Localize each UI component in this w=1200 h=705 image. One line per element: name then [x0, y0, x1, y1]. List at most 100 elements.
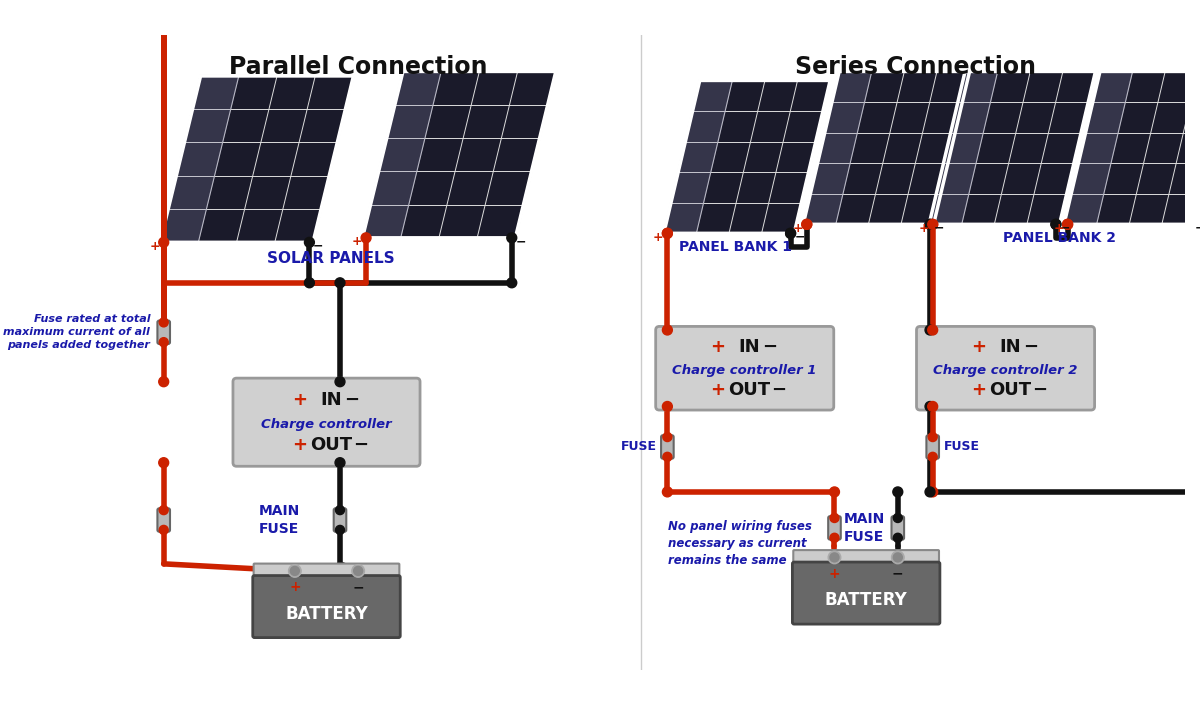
- Text: IN: IN: [738, 338, 760, 356]
- Polygon shape: [803, 71, 970, 224]
- Text: +: +: [292, 436, 307, 454]
- Circle shape: [160, 525, 168, 534]
- Circle shape: [893, 533, 902, 542]
- Text: +: +: [292, 391, 307, 408]
- FancyBboxPatch shape: [793, 550, 938, 568]
- Circle shape: [928, 325, 937, 335]
- Circle shape: [925, 219, 935, 229]
- Polygon shape: [929, 71, 1096, 224]
- Circle shape: [786, 228, 796, 238]
- Circle shape: [1186, 402, 1195, 412]
- Text: IN: IN: [320, 391, 342, 408]
- Text: −: −: [353, 436, 368, 454]
- Circle shape: [662, 325, 672, 335]
- FancyBboxPatch shape: [233, 378, 420, 466]
- Text: −: −: [313, 240, 324, 252]
- Circle shape: [290, 566, 299, 575]
- Circle shape: [830, 533, 839, 542]
- Circle shape: [893, 487, 902, 497]
- Circle shape: [1063, 219, 1073, 229]
- Circle shape: [354, 566, 362, 575]
- Text: +: +: [710, 381, 725, 398]
- Text: −: −: [1024, 338, 1038, 356]
- Text: OUT: OUT: [989, 381, 1031, 398]
- Text: FUSE: FUSE: [620, 441, 656, 453]
- FancyBboxPatch shape: [917, 326, 1094, 410]
- Text: Fuse rated at total
maximum current of all
panels added together: Fuse rated at total maximum current of a…: [4, 314, 150, 350]
- Text: Charge controller 1: Charge controller 1: [672, 364, 817, 376]
- Text: FUSE: FUSE: [943, 441, 979, 453]
- Circle shape: [305, 278, 314, 288]
- Circle shape: [925, 487, 935, 497]
- Circle shape: [925, 219, 935, 229]
- Text: +: +: [289, 580, 301, 594]
- Circle shape: [830, 553, 839, 562]
- Text: Parallel Connection: Parallel Connection: [229, 55, 487, 79]
- Polygon shape: [160, 76, 354, 243]
- Circle shape: [1186, 325, 1195, 335]
- FancyBboxPatch shape: [828, 516, 841, 539]
- Circle shape: [662, 487, 672, 497]
- Circle shape: [928, 219, 937, 229]
- Circle shape: [158, 238, 169, 247]
- Text: +: +: [918, 221, 929, 235]
- Circle shape: [662, 228, 672, 238]
- FancyBboxPatch shape: [892, 516, 904, 539]
- Circle shape: [1063, 219, 1073, 229]
- Polygon shape: [1064, 71, 1133, 224]
- FancyBboxPatch shape: [792, 562, 940, 624]
- Circle shape: [662, 402, 672, 412]
- Circle shape: [1051, 219, 1061, 229]
- Text: +: +: [971, 381, 986, 398]
- Circle shape: [160, 338, 168, 347]
- Circle shape: [158, 458, 169, 467]
- Circle shape: [802, 219, 811, 229]
- Circle shape: [335, 278, 344, 288]
- Text: −: −: [934, 221, 944, 235]
- Circle shape: [925, 402, 935, 412]
- Circle shape: [1186, 487, 1195, 497]
- Circle shape: [662, 228, 672, 238]
- Circle shape: [335, 376, 344, 386]
- Text: −: −: [353, 580, 364, 594]
- FancyBboxPatch shape: [253, 563, 400, 582]
- Circle shape: [662, 453, 672, 461]
- Text: MAIN
FUSE: MAIN FUSE: [844, 513, 884, 544]
- Text: −: −: [1032, 381, 1048, 398]
- Circle shape: [1051, 219, 1061, 229]
- Text: −: −: [344, 391, 359, 408]
- Text: Charge controller: Charge controller: [262, 417, 392, 431]
- Circle shape: [352, 565, 365, 577]
- Circle shape: [928, 402, 937, 412]
- Text: −: −: [762, 338, 778, 356]
- Circle shape: [160, 505, 168, 515]
- Circle shape: [1186, 219, 1195, 229]
- Circle shape: [925, 325, 935, 335]
- Circle shape: [802, 219, 811, 229]
- Circle shape: [829, 487, 840, 497]
- Polygon shape: [362, 71, 442, 238]
- Circle shape: [305, 238, 314, 247]
- Text: +: +: [829, 567, 840, 581]
- Circle shape: [662, 433, 672, 441]
- Text: PANEL BANK 2: PANEL BANK 2: [1003, 231, 1116, 245]
- Polygon shape: [664, 80, 830, 233]
- Circle shape: [361, 233, 371, 243]
- FancyBboxPatch shape: [157, 321, 170, 344]
- Circle shape: [160, 318, 168, 327]
- Text: IN: IN: [1000, 338, 1021, 356]
- Circle shape: [928, 487, 937, 497]
- Text: +: +: [971, 338, 986, 356]
- Polygon shape: [803, 71, 871, 224]
- Text: −: −: [1060, 221, 1070, 235]
- Text: No panel wiring fuses
necessary as current
remains the same: No panel wiring fuses necessary as curre…: [668, 520, 812, 567]
- Text: BATTERY: BATTERY: [286, 605, 368, 623]
- Circle shape: [893, 513, 902, 522]
- Text: OUT: OUT: [728, 381, 770, 398]
- Text: +: +: [653, 231, 664, 243]
- Text: Charge controller 2: Charge controller 2: [934, 364, 1078, 376]
- Text: +: +: [150, 240, 160, 252]
- FancyBboxPatch shape: [157, 508, 170, 532]
- Text: BATTERY: BATTERY: [824, 591, 907, 609]
- FancyBboxPatch shape: [334, 508, 347, 532]
